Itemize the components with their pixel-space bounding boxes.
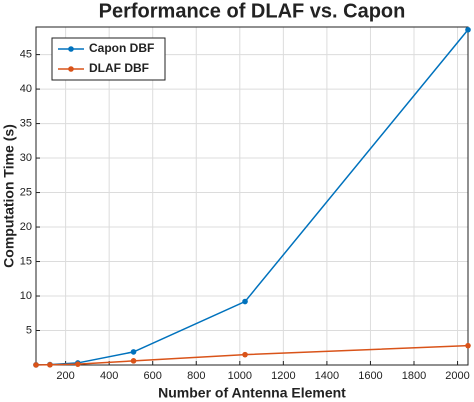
x-tick-label: 1800 xyxy=(402,370,426,382)
legend-marker xyxy=(68,66,74,72)
x-axis-label: Number of Antenna Element xyxy=(158,385,346,401)
y-tick-label: 40 xyxy=(20,83,32,95)
x-tick-label: 400 xyxy=(100,370,118,382)
data-point xyxy=(465,342,471,349)
x-tick-label: 800 xyxy=(187,370,205,382)
y-tick-label: 35 xyxy=(20,117,32,129)
data-point xyxy=(130,358,137,364)
y-tick-label: 30 xyxy=(20,152,32,164)
y-axis-label: Computation Time (s) xyxy=(1,124,17,268)
y-tick-label: 20 xyxy=(20,221,32,233)
data-point xyxy=(465,26,471,33)
legend-label: Capon DBF xyxy=(89,41,154,55)
y-tick-label: 45 xyxy=(20,48,32,60)
plot-area xyxy=(36,27,468,365)
x-tick-label: 1200 xyxy=(271,370,295,382)
x-tick-label: 1000 xyxy=(228,370,252,382)
legend-marker xyxy=(68,46,74,52)
data-point xyxy=(130,349,137,355)
y-tick-label: 10 xyxy=(20,290,32,302)
legend-label: DLAF DBF xyxy=(89,61,149,75)
data-point xyxy=(242,298,248,305)
y-tick-label: 5 xyxy=(26,324,32,336)
data-point xyxy=(75,361,81,367)
data-point xyxy=(47,361,53,368)
axes-box xyxy=(35,26,469,366)
y-tick-label: 15 xyxy=(20,255,32,267)
x-tick-label: 200 xyxy=(56,370,74,382)
x-tick-label: 1400 xyxy=(315,370,339,382)
legend-box xyxy=(51,37,166,81)
data-point xyxy=(33,362,39,368)
x-tick-label: 1600 xyxy=(358,370,382,382)
chart-title: Performance of DLAF vs. Capon xyxy=(99,0,406,22)
x-tick-label: 600 xyxy=(144,370,162,382)
y-tick-label: 25 xyxy=(20,186,32,198)
x-tick-label: 2000 xyxy=(445,370,469,382)
data-point xyxy=(242,351,248,358)
